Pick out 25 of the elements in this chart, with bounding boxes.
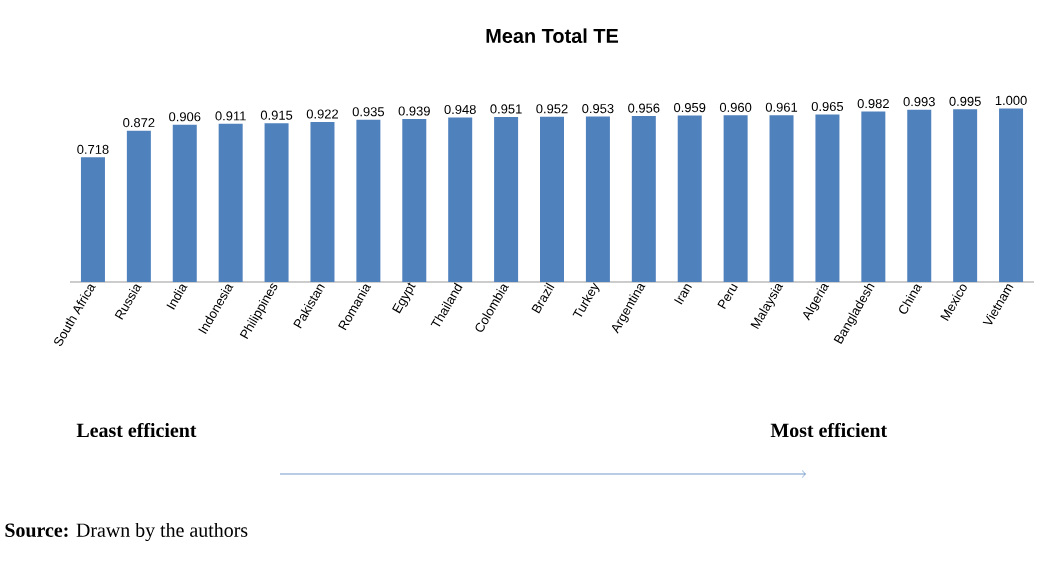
bar — [723, 115, 748, 282]
bar — [126, 130, 151, 282]
bar — [264, 123, 289, 282]
bar — [540, 116, 564, 282]
bar — [172, 124, 197, 282]
chart-title: Mean Total TE — [486, 28, 619, 43]
bar — [80, 157, 105, 282]
bar — [953, 109, 978, 282]
bar — [677, 115, 702, 282]
bar — [218, 123, 243, 282]
bar — [310, 121, 335, 282]
bar — [402, 119, 427, 282]
text: Least efficient — [76, 422, 197, 438]
bar — [356, 119, 381, 282]
bar — [861, 111, 886, 282]
text: Most efficient — [770, 422, 888, 438]
bar — [585, 116, 610, 282]
bar — [769, 115, 794, 282]
bar — [999, 108, 1024, 282]
bar — [907, 109, 932, 282]
bar — [815, 114, 840, 282]
bar — [631, 116, 656, 282]
text: Source: Drawn by the authors — [5, 522, 248, 542]
bar — [494, 116, 519, 282]
bar — [448, 117, 473, 282]
